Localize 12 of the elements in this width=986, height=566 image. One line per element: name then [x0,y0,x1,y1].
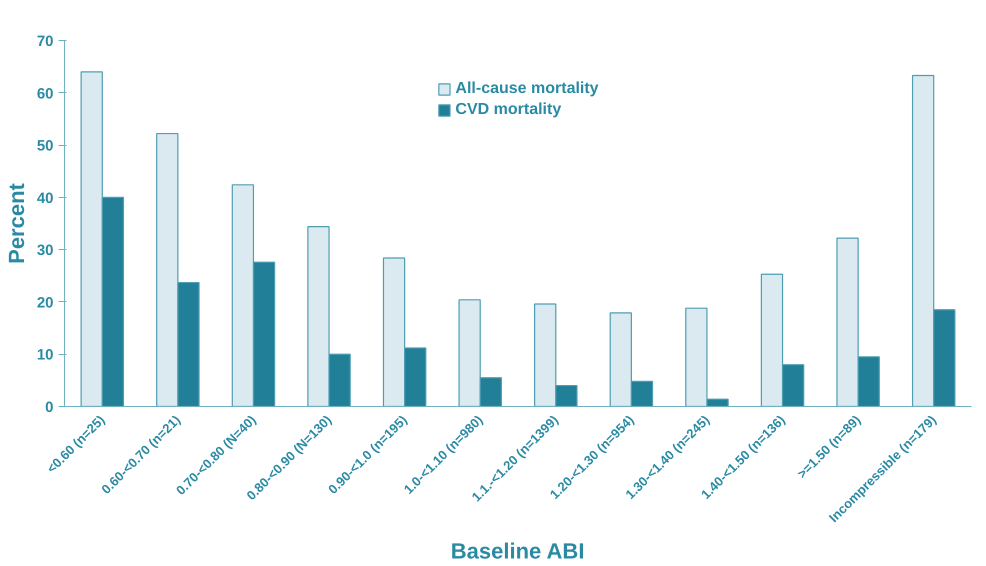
y-tick-label: 20 [36,294,54,312]
y-tick-label: 0 [45,399,54,416]
legend-label: All-cause mortality [455,80,599,98]
y-tick-label: 40 [36,190,54,207]
y-tick-label: 60 [36,85,54,102]
x-axis-title: Baseline ABI [450,538,584,564]
y-tick-label: 50 [36,138,54,155]
legend-label: CVD mortality [455,101,562,119]
y-tick-label: 70 [36,33,54,50]
y-tick-label: 30 [36,242,54,260]
y-axis-title: Percent [4,182,29,264]
y-tick-label: 10 [36,346,54,364]
